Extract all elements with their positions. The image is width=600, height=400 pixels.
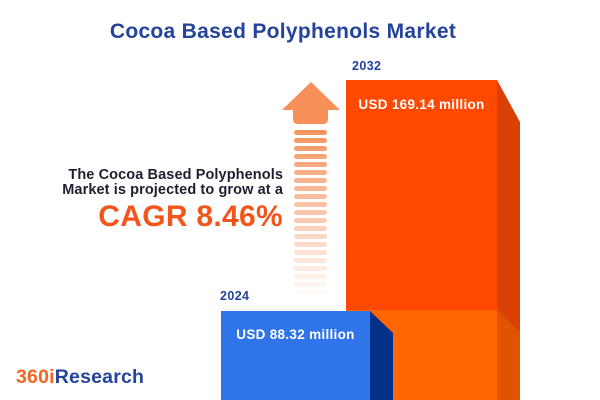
logo-suffix: Research xyxy=(54,366,145,388)
bar-2024-side xyxy=(370,311,393,400)
bar-2024-face xyxy=(221,311,370,400)
bar-2024-value-label: USD 88.32 million xyxy=(236,327,355,342)
growth-arrow-stripes xyxy=(294,130,327,295)
growth-arrow-icon xyxy=(282,82,340,295)
growth-arrow-head xyxy=(282,82,340,124)
cagr-value: CAGR 8.46% xyxy=(98,200,283,233)
logo-prefix: 360i xyxy=(16,366,55,388)
company-logo: 360iResearch xyxy=(16,366,144,388)
tagline-line1: The Cocoa Based Polyphenols xyxy=(68,167,283,183)
bar-2032-value-label: USD 169.14 million xyxy=(358,97,485,112)
tagline-line2: Market is projected to grow at a xyxy=(62,181,283,198)
bar-2032-year-label: 2032 xyxy=(352,59,382,73)
tagline-block: The Cocoa Based Polyphenols Market is pr… xyxy=(0,168,283,232)
bar-2024-year-label: 2024 xyxy=(220,289,250,303)
bar-2024 xyxy=(221,311,393,400)
bar-2032-base-side xyxy=(497,310,520,400)
page-title: Cocoa Based Polyphenols Market xyxy=(109,20,457,43)
